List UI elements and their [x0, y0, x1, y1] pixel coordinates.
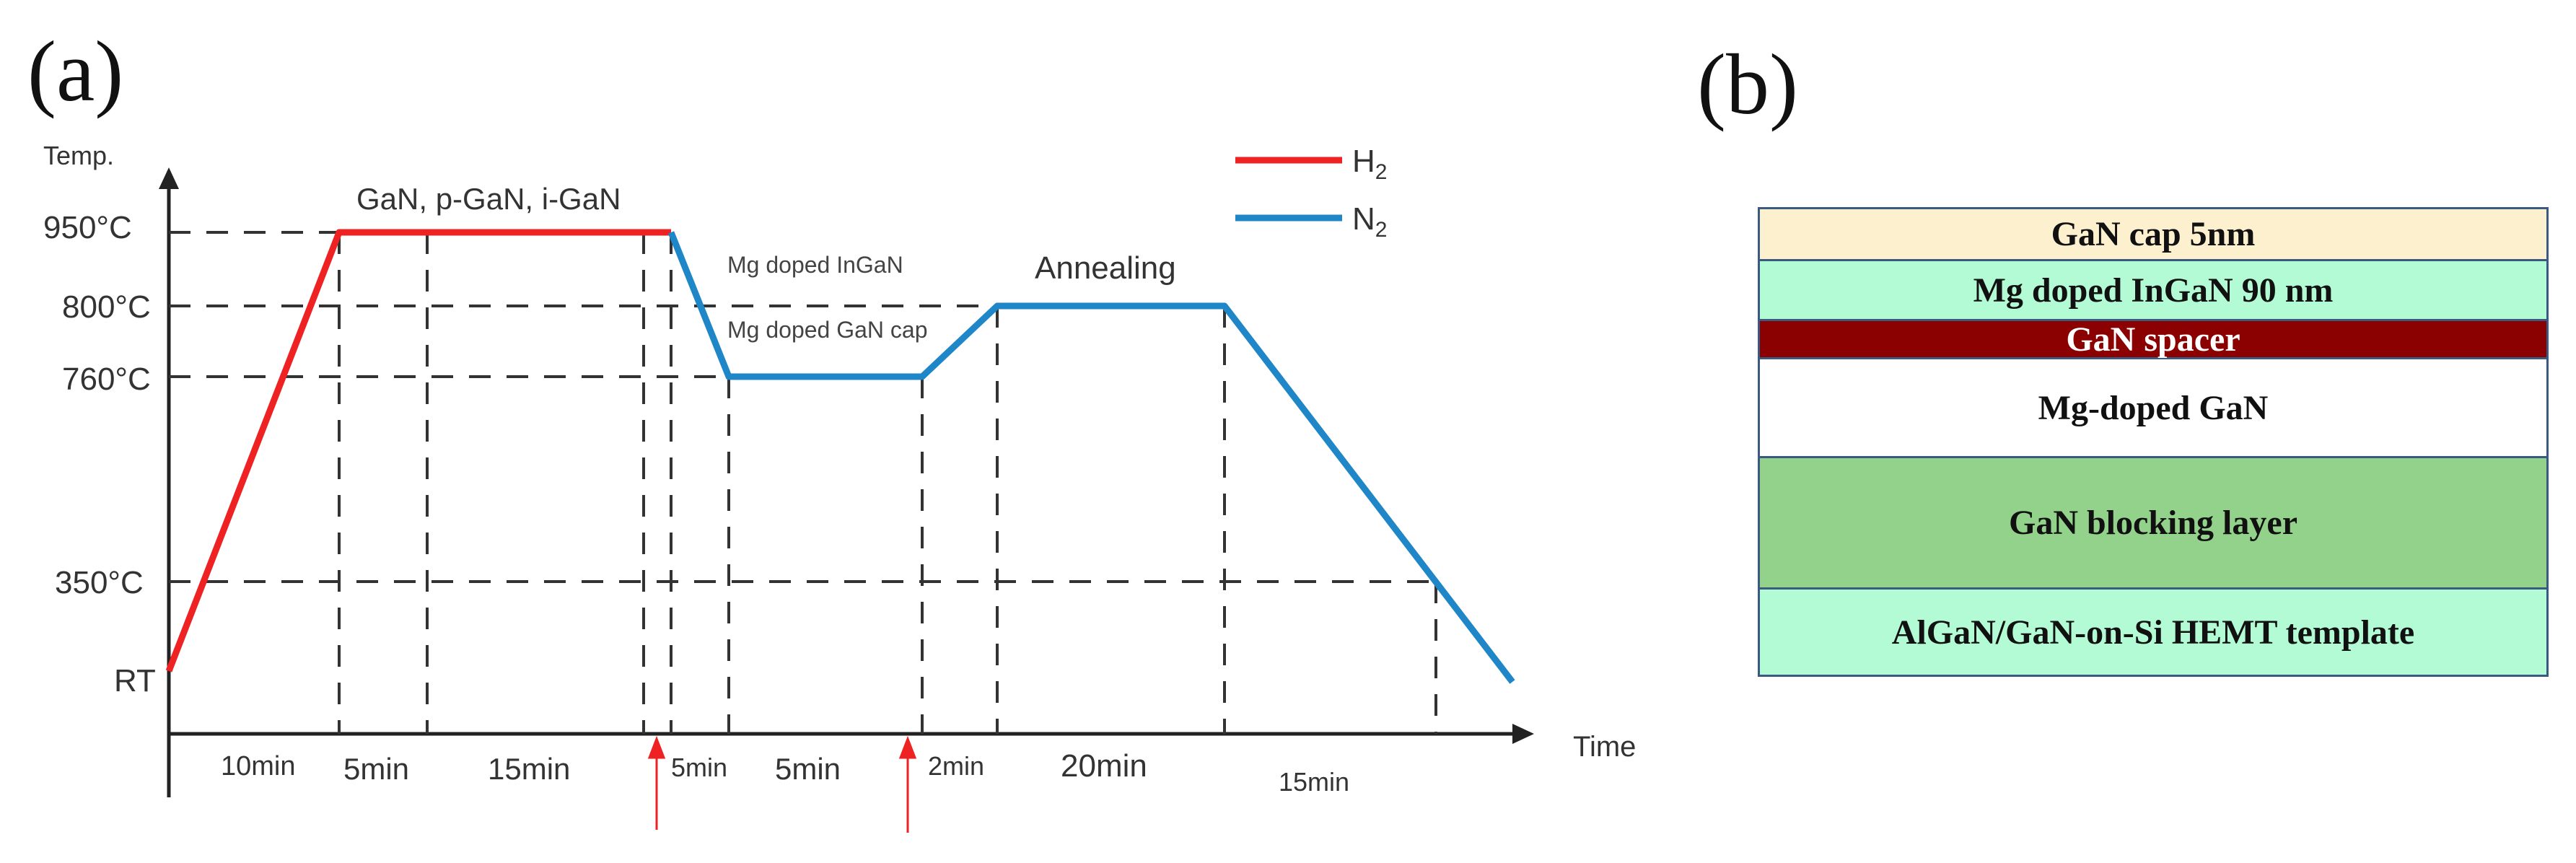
layer-mg-doped-ingan: Mg doped InGaN 90 nm: [1758, 259, 2549, 321]
layer-gan-cap: GaN cap 5nm: [1758, 207, 2549, 261]
ingan-annotation: Mg doped InGaN: [727, 252, 903, 278]
temperature-guides: [169, 231, 1436, 583]
n2-profile-line: [667, 231, 1515, 684]
layer-mg-doped-gan: Mg-doped GaN: [1758, 357, 2549, 458]
x-axis-label: Time: [1573, 731, 1636, 763]
duration-label-8: 15min: [1279, 767, 1349, 797]
duration-label-7: 20min: [1061, 748, 1147, 784]
temp-label-950: 950°C: [43, 210, 132, 245]
legend-n2-label: N2: [1352, 201, 1387, 242]
duration-label-6: 2min: [928, 751, 984, 781]
layer-hemt-template: AlGaN/GaN-on-Si HEMT template: [1758, 587, 2549, 677]
temp-label-760: 760°C: [62, 362, 151, 397]
time-guides: [338, 232, 1437, 734]
legend-h2-label: H2: [1352, 144, 1387, 184]
duration-label-1: 10min: [221, 751, 296, 781]
annealing-annotation: Annealing: [1035, 250, 1176, 286]
temp-label-rt: RT: [114, 663, 156, 698]
temp-label-350: 350°C: [55, 565, 144, 600]
growth-annotation: GaN, p-GaN, i-GaN: [356, 182, 621, 216]
duration-label-3: 15min: [488, 752, 570, 786]
layer-stack: GaN cap 5nm Mg doped InGaN 90 nm GaN spa…: [1758, 207, 2549, 677]
y-axis-arrowhead: [159, 167, 179, 189]
duration-label-4: 5min: [671, 753, 727, 782]
panel-b-label: (b): [1697, 36, 1798, 132]
gan-cap-annotation: Mg doped GaN cap: [727, 317, 928, 343]
h2-profile-line: [165, 229, 671, 673]
duration-label-2: 5min: [343, 752, 409, 786]
layer-gan-blocking: GaN blocking layer: [1758, 456, 2549, 590]
panel-a-label: (a): [27, 23, 124, 119]
process-arrows: [647, 735, 917, 833]
arrow-2-head: [898, 735, 917, 759]
temp-label-800: 800°C: [62, 289, 151, 325]
x-axis-arrowhead: [1512, 724, 1534, 744]
duration-label-5: 5min: [775, 752, 841, 786]
arrow-1-head: [647, 735, 666, 759]
y-axis-label: Temp.: [43, 141, 114, 170]
layer-gan-spacer: GaN spacer: [1758, 319, 2549, 359]
